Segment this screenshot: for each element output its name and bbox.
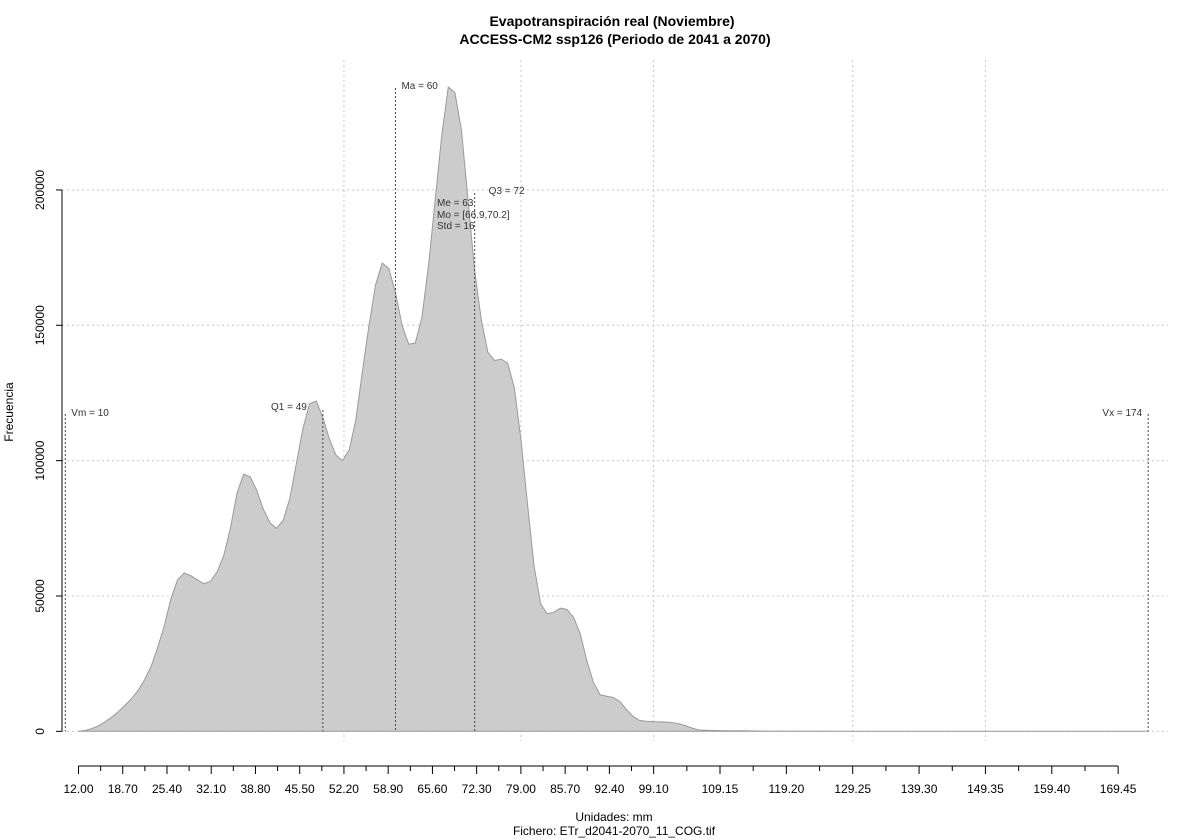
x-tick-label: 52.20 — [329, 782, 359, 796]
x-axis-label: Unidades: mm — [575, 810, 652, 824]
frequency-area — [78, 86, 1149, 732]
median-label: Me = 63 — [437, 198, 474, 209]
x-tick-label: 25.40 — [152, 782, 182, 796]
x-tick-label: 65.60 — [417, 782, 447, 796]
chart-subtitle: ACCESS-CM2 ssp126 (Periodo de 2041 a 207… — [459, 31, 770, 47]
x-tick-label: 119.20 — [768, 782, 804, 796]
x-tick-label: 139.30 — [901, 782, 938, 796]
y-tick-label: 150000 — [33, 305, 47, 345]
x-tick-label: 99.10 — [639, 782, 669, 796]
x-tick-label: 109.15 — [702, 782, 739, 796]
mode-label: Mo = [66.9,70.2] — [437, 210, 510, 221]
q3-label: Q3 = 72 — [489, 186, 525, 197]
q1-label: Q1 = 49 — [271, 402, 307, 413]
x-tick-label: 79.00 — [506, 782, 536, 796]
x-tick-label: 149.35 — [967, 782, 1004, 796]
x-tick-label: 58.90 — [373, 782, 403, 796]
x-tick-label: 12.00 — [63, 782, 93, 796]
x-tick-label: 85.70 — [550, 782, 580, 796]
x-tick-label: 45.50 — [285, 782, 315, 796]
std-label: Std = 16 — [437, 221, 475, 232]
vx-label: Vx = 174 — [1102, 408, 1142, 419]
y-tick-label: 200000 — [33, 170, 47, 210]
x-tick-label: 18.70 — [108, 782, 138, 796]
ma-label: Ma = 60 — [401, 81, 438, 92]
chart-title: Evapotranspiración real (Noviembre) — [489, 13, 734, 29]
y-axis-label: Frecuencia — [2, 382, 16, 442]
x-tick-label: 169.45 — [1100, 782, 1137, 796]
x-tick-label: 159.40 — [1033, 782, 1070, 796]
y-tick-label: 0 — [33, 728, 47, 735]
vm-label: Vm = 10 — [71, 408, 109, 419]
x-tick-label: 92.40 — [594, 782, 624, 796]
axes: 0 50000 100000 150000 200000 12.00 18.70 25.40 3… — [33, 170, 1137, 796]
file-caption: Fichero: ETr_d2041-2070_11_COG.tif — [513, 824, 716, 838]
y-tick-label: 100000 — [33, 440, 47, 480]
y-tick-label: 50000 — [33, 579, 47, 613]
x-tick-label: 32.10 — [196, 782, 226, 796]
x-tick-label: 72.30 — [462, 782, 492, 796]
stat-lines: Vm = 10 Q1 = 49 Ma = 60 Q3 = 72 Vx = 174 Me =… — [64, 81, 1149, 732]
x-tick-label: 129.25 — [834, 782, 871, 796]
x-tick-label: 38.80 — [240, 782, 270, 796]
